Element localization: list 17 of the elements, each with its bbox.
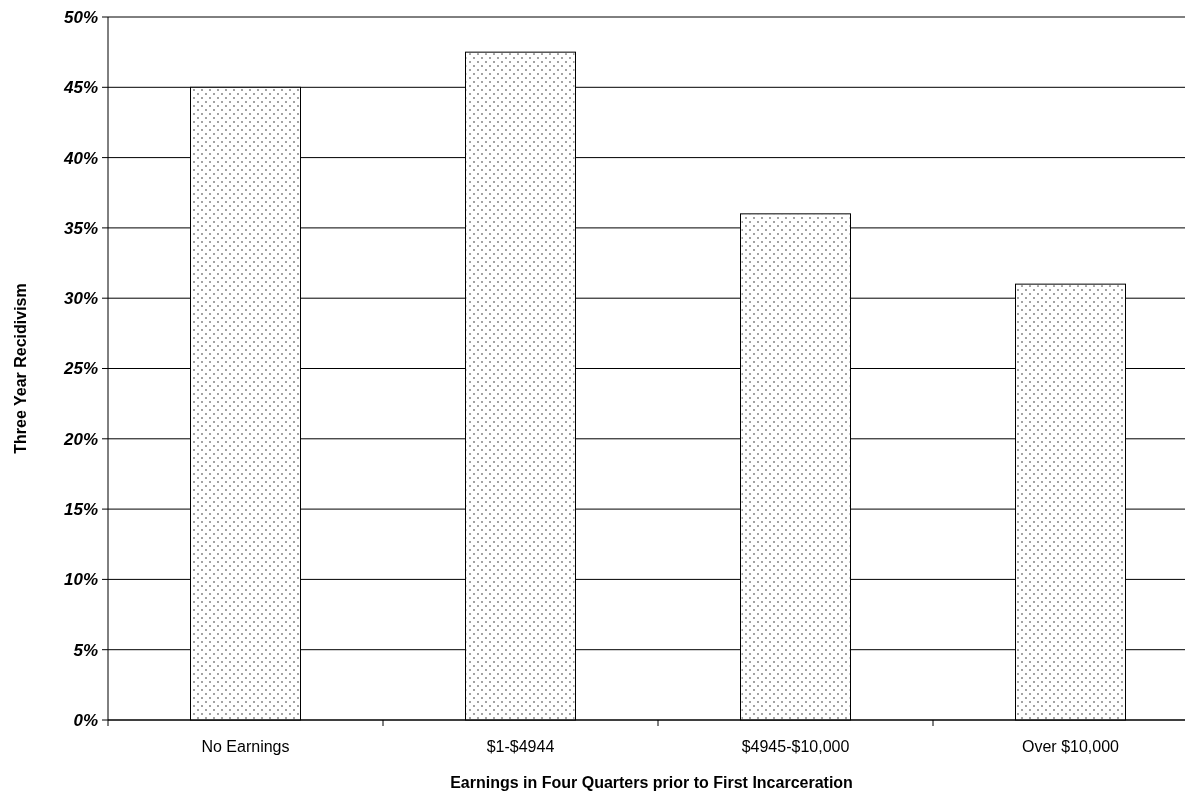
y-tick-label: 25% [62, 359, 98, 379]
y-tick-label: 15% [63, 500, 98, 520]
y-tick-label: 40% [62, 148, 98, 168]
y-axis-title: Three Year Recidivism [12, 283, 29, 454]
y-tick-label: 20% [62, 429, 98, 449]
x-tick-label: $1-$4944 [486, 738, 555, 755]
y-tick-label: 45% [62, 78, 98, 98]
x-tick-label: $4945-$10,000 [741, 738, 850, 755]
y-tick-label: 30% [63, 289, 98, 309]
x-tick-label: No Earnings [201, 738, 290, 755]
y-tick-label: 10% [63, 570, 98, 590]
y-tick-label: 50% [63, 7, 98, 27]
y-tick-label: 5% [73, 640, 98, 660]
x-tick-label: Over $10,000 [1022, 738, 1120, 755]
y-tick-label: 0% [73, 710, 98, 730]
y-tick-label: 35% [63, 218, 98, 238]
x-axis-title: Earnings in Four Quarters prior to First Incarceration [450, 774, 853, 791]
